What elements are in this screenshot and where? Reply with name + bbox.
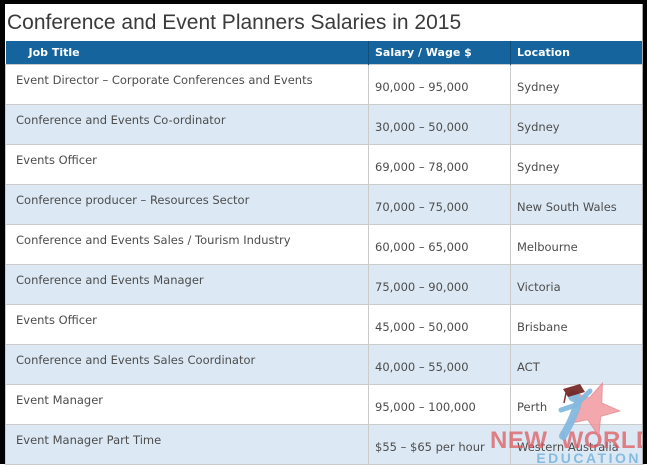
header-location: Location (510, 41, 644, 64)
table-row: Conference and Events Manager 75,000 – 9… (5, 263, 644, 305)
cell-location: Brisbane (510, 303, 644, 345)
cell-job-title: Event Director – Corporate Conferences a… (5, 63, 369, 105)
table-row: Conference producer – Resources Sector 7… (5, 183, 644, 225)
cell-location: Sydney (510, 63, 644, 105)
cell-salary: 70,000 – 75,000 (368, 183, 511, 225)
cell-salary: 40,000 – 55,000 (368, 343, 511, 385)
cell-job-title: Conference and Events Co-ordinator (5, 103, 369, 145)
table-row: Conference and Events Sales / Tourism In… (5, 223, 644, 265)
cell-job-title: Conference producer – Resources Sector (5, 183, 369, 225)
cell-salary: 30,000 – 50,000 (368, 103, 511, 145)
table-row: Event Director – Corporate Conferences a… (5, 63, 644, 105)
cell-location: Western Australia (510, 423, 644, 465)
table-row: Events Officer 69,000 – 78,000 Sydney (5, 143, 644, 185)
cell-location: Victoria (510, 263, 644, 305)
cell-job-title: Conference and Events Manager (5, 263, 369, 305)
table-row: Event Manager 95,000 – 100,000 Perth (5, 383, 644, 425)
cell-location: Perth (510, 383, 644, 425)
cell-salary: 90,000 – 95,000 (368, 63, 511, 105)
cell-job-title: Event Manager Part Time (5, 423, 369, 465)
page-title: Conference and Event Planners Salaries i… (7, 11, 462, 34)
cell-location: Sydney (510, 143, 644, 185)
cell-salary: 60,000 – 65,000 (368, 223, 511, 265)
cell-location: ACT (510, 343, 644, 385)
cell-job-title: Events Officer (5, 143, 369, 185)
table-row: Event Manager Part Time $55 – $65 per ho… (5, 423, 644, 465)
header-salary: Salary / Wage $ (368, 41, 511, 64)
salary-table: Job Title Salary / Wage $ Location Event… (5, 41, 644, 465)
table-header-row: Job Title Salary / Wage $ Location (5, 41, 644, 64)
cell-location: Sydney (510, 103, 644, 145)
header-job-title: Job Title (5, 41, 369, 64)
cell-salary: 95,000 – 100,000 (368, 383, 511, 425)
cell-job-title: Event Manager (5, 383, 369, 425)
cell-salary: 75,000 – 90,000 (368, 263, 511, 305)
table-row: Events Officer 45,000 – 50,000 Brisbane (5, 303, 644, 345)
table-row: Conference and Events Sales Coordinator … (5, 343, 644, 385)
cell-salary: $55 – $65 per hour (368, 423, 511, 465)
cell-salary: 45,000 – 50,000 (368, 303, 511, 345)
cell-job-title: Events Officer (5, 303, 369, 345)
table-body: Event Director – Corporate Conferences a… (5, 63, 644, 465)
cell-job-title: Conference and Events Sales Coordinator (5, 343, 369, 385)
cell-salary: 69,000 – 78,000 (368, 143, 511, 185)
cell-location: New South Wales (510, 183, 644, 225)
table-row: Conference and Events Co-ordinator 30,00… (5, 103, 644, 145)
cell-location: Melbourne (510, 223, 644, 265)
page: Conference and Event Planners Salaries i… (5, 4, 647, 466)
cell-job-title: Conference and Events Sales / Tourism In… (5, 223, 369, 265)
